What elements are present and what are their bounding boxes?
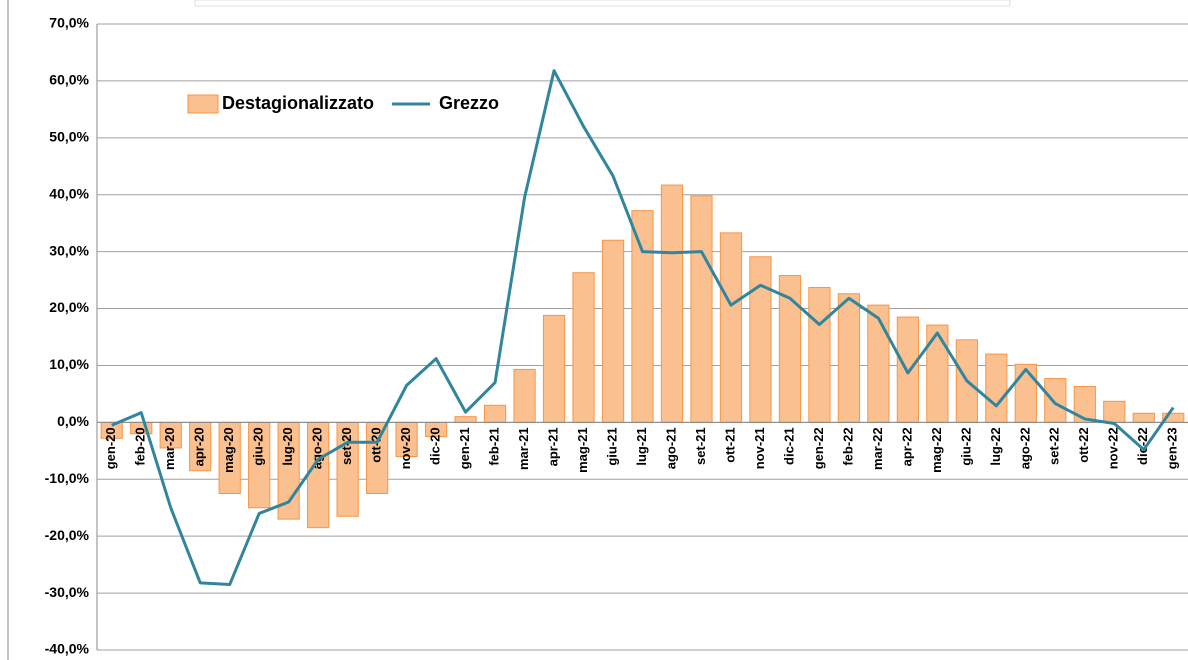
x-tick-label: feb-20 — [133, 427, 148, 465]
bar — [1103, 400, 1126, 423]
y-tick-label: 20,0% — [49, 299, 89, 315]
legend-label: Grezzo — [439, 93, 499, 113]
x-tick-label: giu-22 — [958, 427, 973, 465]
x-tick-label: mar-22 — [870, 427, 885, 470]
x-tick-label: feb-22 — [840, 427, 855, 465]
x-tick-label: gen-22 — [811, 427, 826, 469]
title-box — [194, 0, 1011, 7]
x-tick-label: apr-21 — [545, 427, 560, 466]
line — [111, 69, 1175, 587]
y-tick-label: 0,0% — [57, 413, 89, 429]
bar — [985, 353, 1008, 423]
bar — [1132, 412, 1155, 423]
y-tick-label: 10,0% — [49, 356, 89, 372]
y-tick-label: 50,0% — [49, 129, 89, 145]
bar — [719, 232, 743, 423]
x-tick-label: giu-20 — [251, 427, 266, 465]
x-tick-label: dic-21 — [781, 427, 796, 465]
bar — [749, 256, 772, 423]
x-tick-label: nov-22 — [1106, 427, 1121, 469]
x-tick-label: mag-20 — [221, 427, 236, 473]
legend-label: Destagionalizzato — [222, 93, 374, 113]
x-tick-label: set-21 — [693, 427, 708, 465]
x-tick-label: apr-22 — [899, 427, 914, 466]
x-tick-label: ott-22 — [1076, 427, 1091, 462]
x-tick-label: lug-20 — [280, 427, 295, 465]
bar — [572, 272, 595, 423]
bar — [808, 286, 831, 423]
y-tick-label: 30,0% — [49, 242, 89, 258]
legend-swatch — [187, 94, 219, 114]
x-tick-label: mar-21 — [516, 427, 531, 470]
x-tick-label: gen-21 — [457, 427, 472, 469]
bar — [1073, 386, 1096, 423]
x-tick-label: dic-20 — [428, 427, 443, 465]
x-tick-label: lug-22 — [988, 427, 1003, 465]
y-tick-label: -20,0% — [45, 527, 90, 543]
bar — [631, 210, 654, 423]
bar — [1014, 363, 1037, 423]
y-tick-label: 70,0% — [49, 15, 89, 31]
bar — [454, 416, 477, 423]
x-tick-label: mag-21 — [575, 427, 590, 473]
x-tick-label: ago-21 — [663, 427, 678, 469]
bar — [660, 184, 684, 423]
y-tick-label: -10,0% — [45, 470, 90, 486]
x-tick-label: nov-21 — [752, 427, 767, 469]
x-tick-label: set-20 — [339, 427, 354, 465]
x-tick-label: mag-22 — [929, 427, 944, 473]
y-tick-label: -30,0% — [45, 584, 90, 600]
bar — [690, 195, 713, 423]
y-tick-label: 40,0% — [49, 185, 89, 201]
x-tick-label: nov-20 — [398, 427, 413, 469]
x-tick-label: ago-22 — [1017, 427, 1032, 469]
bar — [542, 314, 566, 423]
bar — [837, 293, 861, 423]
bar — [867, 304, 890, 423]
x-tick-label: ott-21 — [722, 427, 737, 462]
x-tick-label: apr-20 — [192, 427, 207, 466]
bar — [601, 239, 625, 423]
bar — [513, 368, 536, 423]
x-tick-label: mar-20 — [162, 427, 177, 470]
y-tick-label: 60,0% — [49, 72, 89, 88]
bar — [926, 324, 949, 423]
x-tick-label: set-22 — [1047, 427, 1062, 465]
x-tick-label: gen-20 — [103, 427, 118, 469]
x-tick-label: lug-21 — [634, 427, 649, 465]
bar — [483, 404, 507, 423]
x-tick-label: gen-23 — [1165, 427, 1180, 469]
bar — [1044, 378, 1067, 423]
x-tick-label: giu-21 — [604, 427, 619, 465]
y-tick-label: -40,0% — [45, 641, 90, 657]
x-tick-label: dic-22 — [1135, 427, 1150, 465]
x-tick-label: feb-21 — [487, 427, 502, 465]
